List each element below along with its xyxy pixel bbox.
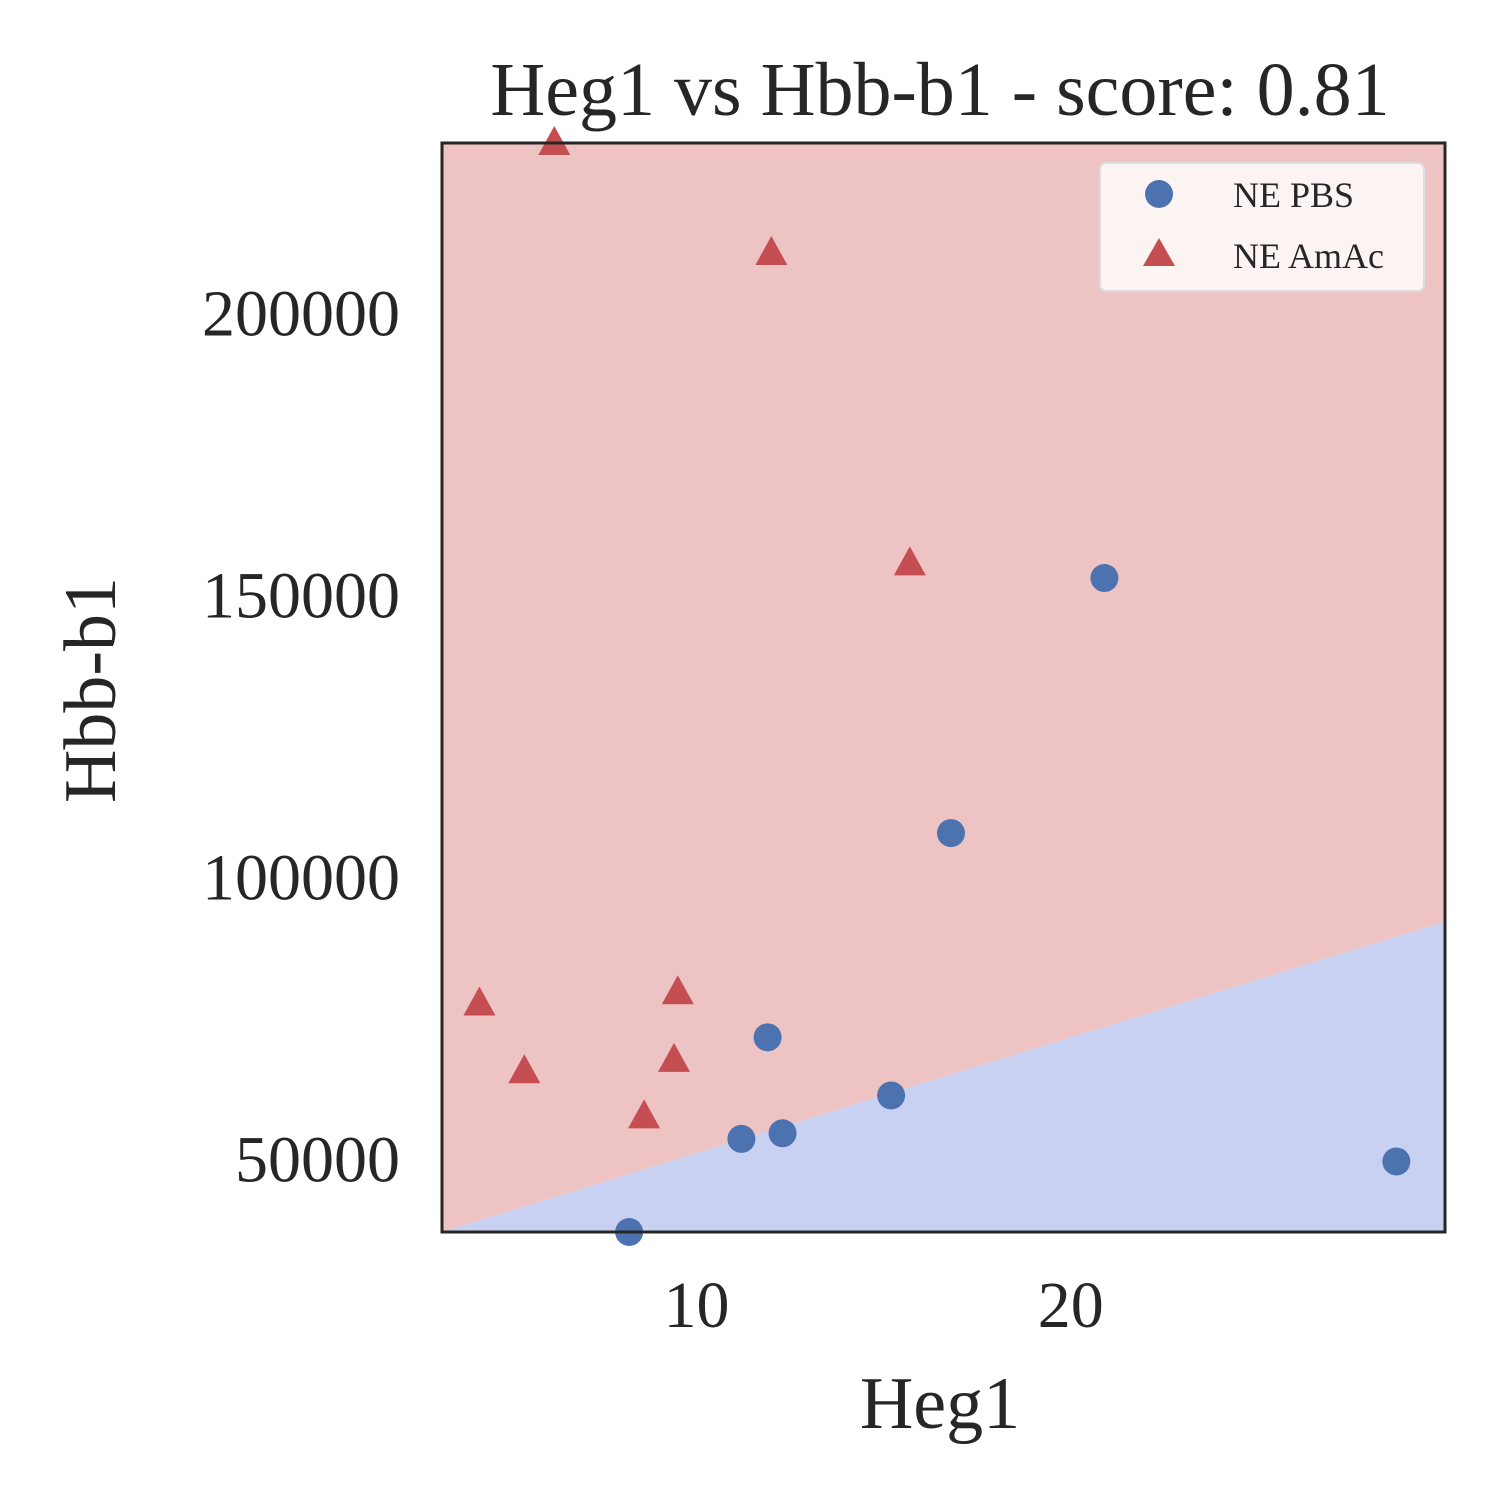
data-point-ne-amac bbox=[538, 126, 571, 155]
data-point-ne-pbs bbox=[727, 1124, 756, 1153]
plot-frame bbox=[440, 141, 1447, 1234]
y-tick-label: 150000 bbox=[202, 559, 400, 632]
x-tick-label: 20 bbox=[1038, 1269, 1104, 1342]
data-point-ne-amac bbox=[661, 975, 694, 1005]
data-points bbox=[463, 126, 1411, 1246]
data-point-ne-pbs bbox=[768, 1119, 797, 1148]
data-point-ne-amac bbox=[508, 1054, 541, 1084]
y-axis-label: Hbb-b1 bbox=[50, 577, 132, 803]
legend: NE PBS NE AmAc bbox=[1099, 162, 1425, 292]
data-point-ne-amac bbox=[463, 986, 496, 1016]
data-point-ne-pbs bbox=[1090, 564, 1119, 593]
legend-label-ne-amac: NE AmAc bbox=[1233, 236, 1384, 276]
legend-marker-ne-pbs bbox=[1145, 180, 1173, 208]
x-axis-label: Heg1 bbox=[860, 1363, 1020, 1445]
data-point-ne-pbs bbox=[877, 1081, 906, 1110]
plot-area bbox=[440, 126, 1447, 1246]
data-point-ne-amac bbox=[658, 1042, 691, 1072]
data-point-ne-amac bbox=[628, 1099, 661, 1129]
data-point-ne-pbs bbox=[753, 1023, 782, 1052]
y-tick-label: 200000 bbox=[202, 277, 400, 350]
data-point-ne-pbs bbox=[1382, 1147, 1411, 1176]
decision-region-ne-amac bbox=[442, 143, 1445, 1232]
x-tick-labels: 10 20 bbox=[663, 1269, 1103, 1342]
y-tick-labels: 50000 100000 150000 200000 bbox=[202, 277, 400, 1196]
data-point-ne-amac bbox=[755, 236, 788, 266]
decision-region-ne-pbs bbox=[442, 921, 1445, 1232]
x-tick-label: 10 bbox=[663, 1269, 729, 1342]
legend-box bbox=[1099, 162, 1425, 292]
data-point-ne-pbs bbox=[936, 819, 965, 848]
legend-marker-ne-amac bbox=[1143, 238, 1175, 266]
chart-title: Heg1 vs Hbb-b1 - score: 0.81 bbox=[490, 48, 1389, 132]
y-tick-label: 50000 bbox=[235, 1124, 400, 1197]
data-point-ne-amac bbox=[893, 546, 926, 576]
legend-label-ne-pbs: NE PBS bbox=[1233, 175, 1354, 215]
y-tick-label: 100000 bbox=[202, 842, 400, 915]
